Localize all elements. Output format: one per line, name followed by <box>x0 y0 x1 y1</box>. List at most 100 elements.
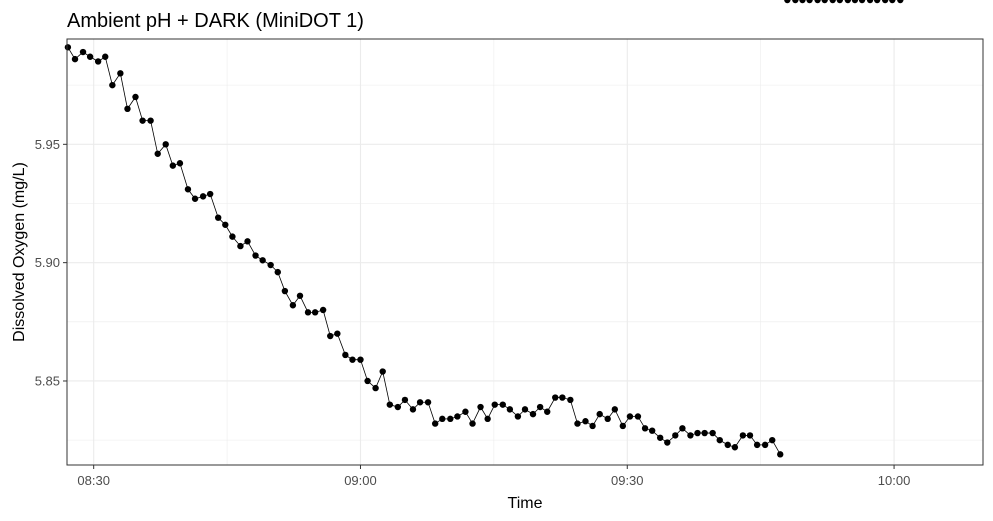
data-point <box>529 410 537 418</box>
data-point <box>559 394 566 401</box>
y-tick-label: 5.90 <box>35 255 60 270</box>
data-point <box>716 436 723 444</box>
data-point <box>641 425 649 432</box>
data-point <box>237 242 244 250</box>
data-point <box>379 368 386 375</box>
data-point <box>619 422 627 430</box>
data-point <box>296 292 304 299</box>
data-point <box>109 81 116 89</box>
y-tick-label: 5.95 <box>35 137 60 152</box>
data-point <box>694 429 701 437</box>
data-point <box>484 415 491 423</box>
data-point <box>544 408 551 415</box>
data-point <box>746 432 754 439</box>
data-point <box>357 356 364 363</box>
data-point <box>64 44 72 51</box>
data-point <box>634 413 642 420</box>
data-point <box>604 415 611 423</box>
data-point <box>724 441 731 449</box>
data-point <box>806 0 813 4</box>
data-point <box>364 377 371 385</box>
data-point <box>858 0 866 4</box>
data-point <box>259 257 266 264</box>
data-point <box>739 432 747 439</box>
data-point <box>792 0 799 4</box>
data-point <box>222 221 229 228</box>
y-axis-title: Dissolved Oxygen (mg/L) <box>11 162 28 342</box>
data-point <box>664 439 671 446</box>
data-point <box>191 195 199 202</box>
data-point <box>416 399 424 406</box>
data-point <box>327 332 334 340</box>
gridlines <box>67 39 983 465</box>
data-point <box>866 0 874 4</box>
data-point <box>132 93 139 101</box>
x-tick-label: 09:00 <box>344 473 377 488</box>
data-point <box>462 408 469 415</box>
plot-panel <box>67 39 983 465</box>
data-point <box>477 403 484 411</box>
panel-border <box>66 38 984 466</box>
y-tick-label: 5.85 <box>35 373 60 388</box>
data-point <box>102 53 109 60</box>
data-point <box>836 0 844 4</box>
data-point <box>648 427 656 434</box>
data-point <box>424 399 432 406</box>
data-point <box>372 384 379 392</box>
data-point <box>701 429 708 437</box>
data-point <box>814 0 821 4</box>
data-point <box>582 418 589 425</box>
data-point <box>431 420 439 427</box>
data-point <box>889 0 896 4</box>
chart-title: Ambient pH + DARK (MiniDOT 1) <box>67 10 364 32</box>
data-point <box>656 434 664 441</box>
axis-ticks: 08:30 09:00 09:30 10:00 5.85 5.90 5.95 <box>35 137 911 488</box>
data-point <box>252 252 259 259</box>
data-point <box>552 394 559 401</box>
data-point <box>784 0 791 4</box>
x-tick-label: 10:00 <box>878 473 911 488</box>
data-point <box>311 309 319 316</box>
data-point <box>499 401 506 408</box>
data-point <box>409 406 417 413</box>
data-point <box>139 117 146 124</box>
x-axis-title: Time <box>508 495 543 512</box>
data-point <box>117 70 124 77</box>
data-point <box>94 58 102 65</box>
data-point <box>454 413 461 420</box>
data-point <box>229 233 236 240</box>
data-point <box>154 150 161 157</box>
data-point <box>731 444 739 451</box>
data-point <box>761 441 769 449</box>
data-point <box>897 0 904 4</box>
data-point <box>439 415 446 423</box>
data-point <box>596 410 603 418</box>
data-point <box>169 162 177 169</box>
data-point <box>709 429 716 437</box>
data-point <box>184 186 192 193</box>
data-point <box>176 160 184 167</box>
data-point <box>71 55 79 63</box>
data-point <box>821 0 828 4</box>
data-point <box>491 401 498 408</box>
data-point <box>304 309 312 316</box>
data-point <box>567 396 574 404</box>
data-point <box>86 53 94 60</box>
data-point <box>334 330 341 337</box>
data-point <box>753 441 761 449</box>
x-tick-label: 08:30 <box>77 473 110 488</box>
data-point <box>199 193 207 200</box>
data-point <box>342 351 349 359</box>
data-point <box>244 238 251 245</box>
data-point <box>394 403 402 411</box>
data-point <box>289 302 297 309</box>
data-point <box>589 422 596 430</box>
data-point <box>267 261 274 269</box>
data-point <box>514 413 522 420</box>
data-point <box>626 413 634 420</box>
data-point <box>274 268 281 276</box>
data-point <box>401 396 409 404</box>
data-point <box>124 105 131 113</box>
data-point <box>506 406 514 413</box>
data-point <box>881 0 889 4</box>
